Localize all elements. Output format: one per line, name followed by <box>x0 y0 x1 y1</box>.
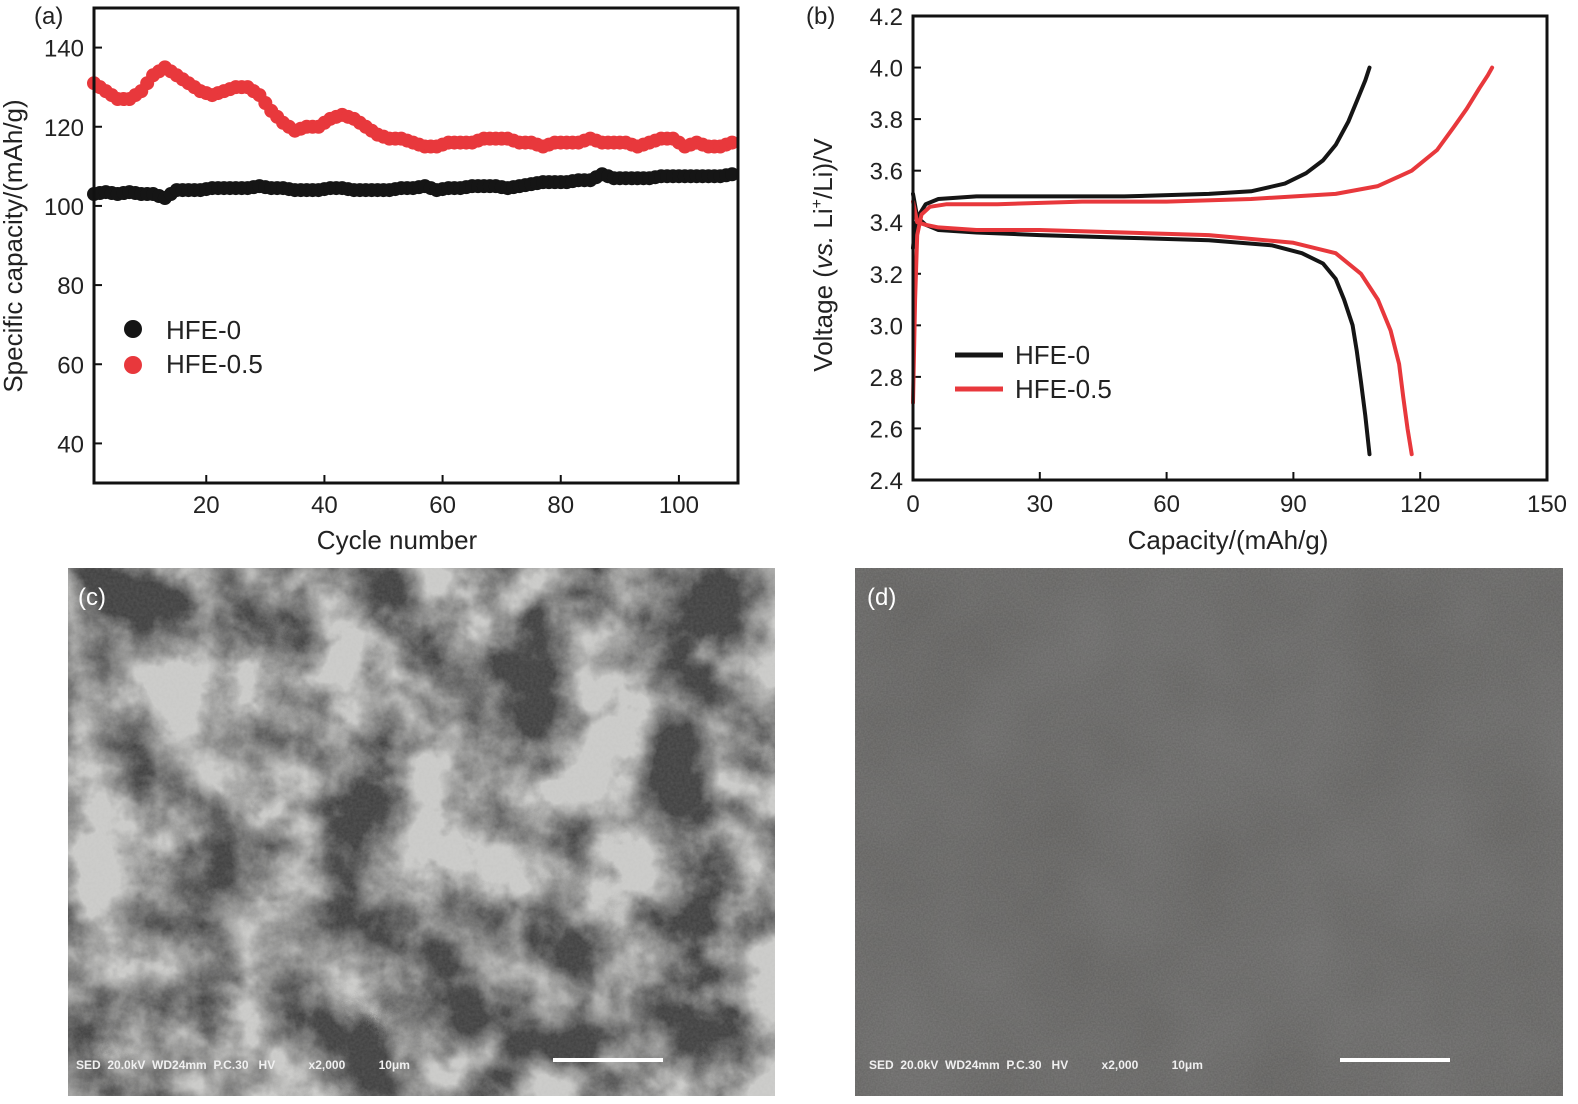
y-tick-label: 2.6 <box>870 416 903 443</box>
y-tick-label: 4.2 <box>870 4 903 31</box>
cycling-chart-svg: (a) Cycle number Specific capacity/(mAh/… <box>0 3 740 555</box>
y-tick-label: 40 <box>57 431 84 458</box>
legend: HFE-0 HFE-0.5 <box>955 340 1112 404</box>
scale-bar-d <box>1340 1058 1450 1062</box>
data-points <box>87 60 740 205</box>
y-axis-label: Specific capacity/(mAh/g) <box>0 99 28 392</box>
x-tick-label: 20 <box>193 492 220 519</box>
y-tick-label: 3.4 <box>870 210 903 237</box>
series-line-hfe-0-discharge <box>911 191 1372 457</box>
cycling-chart: (a) Cycle number Specific capacity/(mAh/… <box>0 0 760 560</box>
series-line-hfe-0-5-discharge <box>911 199 1414 457</box>
x-tick-label: 60 <box>1153 491 1180 518</box>
data-lines <box>911 65 1495 457</box>
y-tick-label: 3.0 <box>870 313 903 340</box>
y-tick-label: 60 <box>57 352 84 379</box>
series-hfe-0 <box>87 167 740 205</box>
series-line-hfe-0-5-charge <box>911 65 1495 405</box>
y-tick-label: 3.6 <box>870 159 903 186</box>
x-tick-label: 100 <box>659 492 699 519</box>
data-point <box>725 167 740 182</box>
sem-info-c: SED 20.0kV WD24mm P.C.30 HV x2,000 10μm <box>76 1058 410 1072</box>
x-tick-label: 0 <box>906 491 919 518</box>
legend-label-hfe-0-5: HFE-0.5 <box>1015 374 1112 404</box>
sem-image-c: (c) SED 20.0kV WD24mm P.C.30 HV x2,000 1… <box>68 568 775 1096</box>
panel-a-tag: (a) <box>34 3 63 30</box>
voltage-chart: (b) Capacity/(mAh/g) Voltage (vs. Li+/Li… <box>790 0 1578 560</box>
y-tick-label: 4.0 <box>870 56 903 83</box>
y-tick-label: 100 <box>44 194 84 221</box>
legend-marker-hfe-0 <box>124 320 142 338</box>
x-tick-label: 30 <box>1026 491 1053 518</box>
y-tick-label: 2.4 <box>870 468 903 495</box>
y-tick-label: 3.8 <box>870 107 903 134</box>
y-tick-label: 3.2 <box>870 262 903 289</box>
axis-ticks: 0 30 60 90 120 150 2.4 2.6 2.8 3.0 3.2 3.4 3.6 3.8 4.0… <box>870 4 1567 518</box>
sem-texture-c <box>68 568 775 1096</box>
x-tick-label: 80 <box>547 492 574 519</box>
x-tick-label: 120 <box>1400 491 1440 518</box>
series-line-hfe-0-charge <box>911 65 1372 250</box>
x-axis-label: Cycle number <box>317 525 478 555</box>
x-tick-label: 90 <box>1280 491 1307 518</box>
data-point <box>725 135 740 150</box>
panel-c-tag: (c) <box>78 584 106 611</box>
voltage-chart-svg: (b) Capacity/(mAh/g) Voltage (vs. Li+/Li… <box>806 3 1567 555</box>
scale-bar-c <box>553 1058 663 1062</box>
y-axis-label: Voltage (vs. Li+/Li)/V <box>808 138 838 372</box>
series-hfe-0-5 <box>87 60 740 154</box>
axis-ticks: 20 40 60 80 100 40 60 80 100 120 140 <box>44 36 699 519</box>
legend-marker-hfe-0-5 <box>124 356 142 374</box>
y-tick-label: 80 <box>57 273 84 300</box>
x-tick-label: 150 <box>1527 491 1567 518</box>
sem-texture-d <box>855 568 1563 1096</box>
legend-label-hfe-0: HFE-0 <box>1015 340 1090 370</box>
panel-b-tag: (b) <box>806 3 835 30</box>
legend: HFE-0 HFE-0.5 <box>124 315 263 379</box>
plot-frame <box>911 14 1549 482</box>
x-tick-label: 60 <box>429 492 456 519</box>
plot-frame <box>92 6 740 485</box>
legend-label-hfe-0: HFE-0 <box>166 315 241 345</box>
legend-label-hfe-0-5: HFE-0.5 <box>166 349 263 379</box>
x-tick-label: 40 <box>311 492 338 519</box>
sem-image-d: (d) SED 20.0kV WD24mm P.C.30 HV x2,000 1… <box>855 568 1563 1096</box>
sem-info-d: SED 20.0kV WD24mm P.C.30 HV x2,000 10μm <box>869 1058 1203 1072</box>
panel-d-tag: (d) <box>867 584 897 611</box>
y-tick-label: 140 <box>44 36 84 63</box>
y-tick-label: 120 <box>44 115 84 142</box>
y-tick-label: 2.8 <box>870 365 903 392</box>
x-axis-label: Capacity/(mAh/g) <box>1128 525 1329 555</box>
